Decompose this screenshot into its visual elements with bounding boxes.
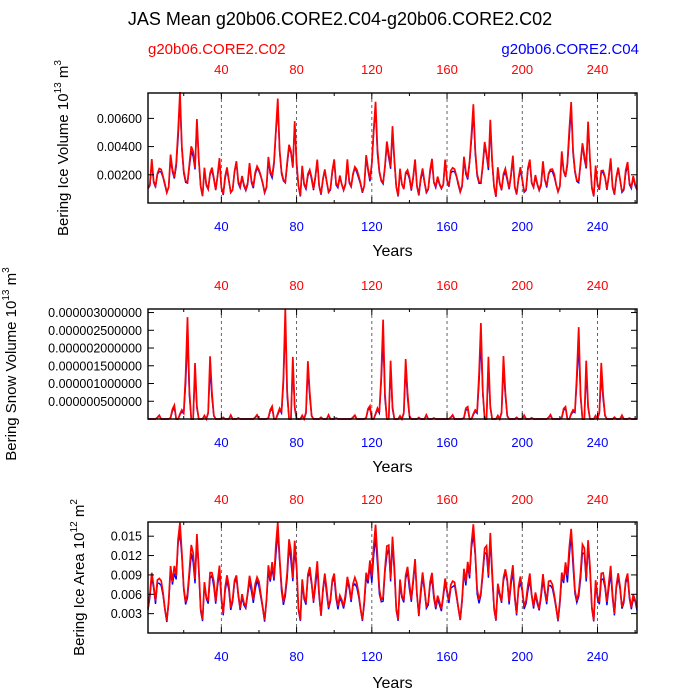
xtick-label-top: 200 [511,62,533,77]
figure-title: JAS Mean g20b06.CORE2.C04-g20b06.CORE2.C… [128,9,552,29]
case-label-blue: g20b06.CORE2.C04 [501,41,639,58]
xtick-label-bottom: 120 [361,649,383,664]
ytick-label: 0.000001500000 [48,359,142,373]
y-axis-label: Bering Snow Volume 1013 m3 [1,267,20,461]
y-axis-label-unit: m [55,66,72,83]
x-axis-label: Years [372,243,412,260]
ytick-label: 0.000002500000 [48,324,142,338]
y-axis-label-unit-exponent: 3 [53,60,64,66]
xtick-label-bottom: 200 [511,649,533,664]
xtick-label-bottom: 40 [214,649,228,664]
plot-frame [147,92,638,204]
ytick-label: 0.015 [111,530,142,544]
xtick-label-top: 40 [214,278,228,293]
series-line-c02 [147,91,638,197]
y-axis-label-unit: m [71,505,88,522]
xtick-label-bottom: 200 [511,435,533,450]
y-axis-label-text: Bering Ice Area 10 [71,532,88,655]
ytick-label: 0.000000500000 [48,395,142,409]
y-axis-label-text: Bering Ice Volume 10 [55,93,72,236]
xtick-label-top: 240 [587,492,609,507]
xtick-label-bottom: 240 [587,435,609,450]
xtick-label-top: 160 [436,278,458,293]
xtick-label-top: 80 [289,278,303,293]
plot-frame [147,308,638,420]
y-axis-label-exponent: 12 [69,521,80,533]
ytick-label: 0.009 [111,568,142,582]
xtick-label-top: 40 [214,492,228,507]
case-label-red: g20b06.CORE2.C02 [148,41,286,58]
xtick-label-bottom: 120 [361,219,383,234]
ytick-label: 0.00600 [97,112,142,126]
ytick-label: 0.00400 [97,140,142,154]
xtick-label-top: 160 [436,492,458,507]
xtick-label-bottom: 200 [511,219,533,234]
xtick-label-top: 200 [511,492,533,507]
xtick-label-bottom: 80 [289,649,303,664]
plot-frame [147,521,638,634]
x-axis-label: Years [372,459,412,476]
xtick-label-top: 120 [361,492,383,507]
ytick-label: 0.003 [111,607,142,621]
xtick-label-top: 200 [511,278,533,293]
y-axis-label: Bering Ice Volume 1013 m3 [53,60,72,236]
xtick-label-top: 240 [587,278,609,293]
xtick-label-top: 240 [587,62,609,77]
xtick-label-bottom: 80 [289,219,303,234]
xtick-label-bottom: 40 [214,219,228,234]
y-axis-label-unit-exponent: 2 [69,499,80,505]
ytick-label: 0.00200 [97,168,142,182]
y-axis-label-exponent: 13 [53,82,64,94]
ytick-label: 0.006 [111,588,142,602]
series-line-c02 [147,522,638,621]
ytick-label: 0.012 [111,549,142,563]
xtick-label-bottom: 80 [289,435,303,450]
y-axis-label-unit: m [3,273,20,290]
y-axis-label: Bering Ice Area 1012 m2 [69,499,88,656]
y-axis-label-unit-exponent: 3 [1,267,12,273]
xtick-label-bottom: 40 [214,435,228,450]
panel-ice-volume: 40 40 80 80 120 120 160 160 200 200 240 240 0.00200 0… [53,60,638,260]
y-axis-label-text: Bering Snow Volume 10 [3,301,20,461]
panel-ice-area: 40 40 80 80 120 120 160 160 200 200 240 240 0.003 0.0… [69,492,638,690]
ytick-label: 0.000001000000 [48,377,142,391]
y-axis-label-exponent: 13 [1,289,12,301]
xtick-label-bottom: 120 [361,435,383,450]
xtick-label-bottom: 160 [436,219,458,234]
x-axis-label: Years [372,675,412,690]
xtick-label-top: 120 [361,278,383,293]
ytick-label: 0.000002000000 [48,342,142,356]
xtick-label-bottom: 160 [436,649,458,664]
xtick-label-bottom: 240 [587,219,609,234]
xtick-label-top: 120 [361,62,383,77]
xtick-label-bottom: 240 [587,649,609,664]
panel-snow-volume: 40 40 80 80 120 120 160 160 200 200 240 240 0.000000… [1,267,638,476]
xtick-label-bottom: 160 [436,435,458,450]
xtick-label-top: 80 [289,62,303,77]
xtick-label-top: 80 [289,492,303,507]
ytick-label: 0.000003000000 [48,306,142,320]
xtick-label-top: 160 [436,62,458,77]
xtick-label-top: 40 [214,62,228,77]
